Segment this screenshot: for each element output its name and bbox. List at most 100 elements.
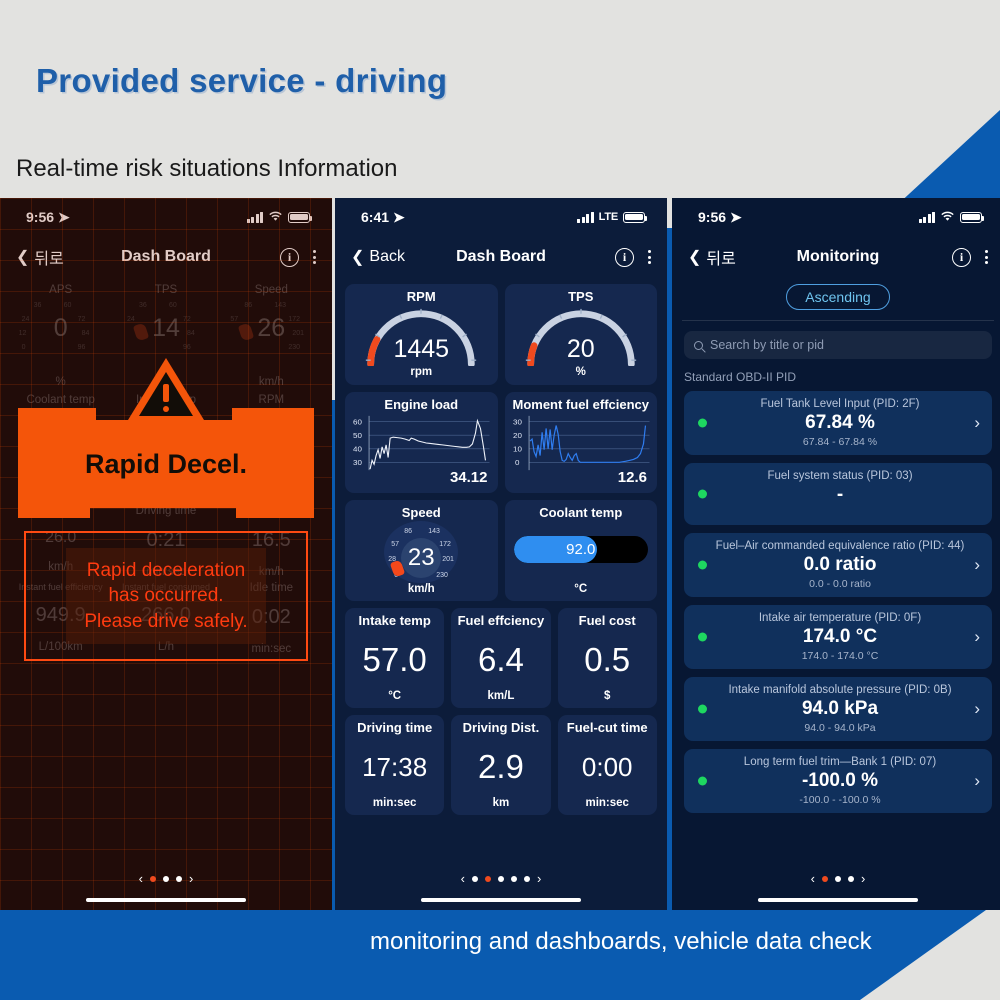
pid-title: Intake manifold absolute pressure (PID: …	[728, 684, 952, 696]
tile-driving-time[interactable]: Driving time 17:38 min:sec	[345, 715, 445, 815]
info-icon[interactable]: i	[615, 247, 634, 267]
page-indicator[interactable]: ‹ ›	[0, 871, 332, 892]
tile-engine-load-chart[interactable]: Engine load 60 50 40 30	[345, 392, 498, 493]
page-indicator[interactable]: ‹ ›	[335, 871, 667, 892]
tick: 172	[439, 541, 451, 548]
tick: 36	[33, 302, 42, 309]
pid-title: Fuel–Air commanded equivalence ratio (PI…	[715, 540, 965, 552]
list-item[interactable]: Long term fuel trim—Bank 1 (PID: 07) -10…	[684, 749, 992, 813]
phone-screenshot-dashboard: 6:41 ➤ LTE ❮ Back Dash Board i RPM	[335, 198, 667, 910]
tile-unit: km	[492, 797, 510, 809]
phone-screenshot-monitoring: 9:56 ➤ ❮ 뒤로 Monitoring i Ascending Searc…	[672, 198, 1000, 910]
tile-value: 0	[53, 314, 68, 342]
back-button[interactable]: ❮ 뒤로	[688, 245, 736, 269]
prev-page-icon[interactable]: ‹	[810, 871, 815, 886]
tile-label: Moment fuel effciency	[512, 397, 650, 412]
more-menu-icon[interactable]	[985, 250, 988, 264]
pid-title: Fuel Tank Level Input (PID: 2F)	[760, 398, 920, 410]
alert-banner: Rapid Decel.	[18, 420, 314, 508]
tile-unit: L/h	[157, 641, 174, 653]
pid-value: -	[836, 484, 844, 505]
next-page-icon[interactable]: ›	[861, 871, 866, 886]
tile-value: 57.0	[362, 641, 427, 678]
page-indicator[interactable]: ‹ ›	[672, 871, 1000, 892]
search-icon	[694, 340, 703, 350]
tile-label: Coolant temp	[26, 394, 95, 406]
back-button[interactable]: ❮ 뒤로	[16, 245, 64, 269]
search-field[interactable]: Search by title or pid	[684, 331, 992, 359]
tile-value: 6.4	[477, 641, 524, 678]
info-icon[interactable]: i	[280, 247, 299, 267]
tick: 36	[138, 302, 147, 309]
tile-intake-temp[interactable]: Intake temp 57.0 °C	[345, 608, 445, 708]
status-bar: 9:56 ➤	[0, 198, 332, 236]
tile-unit: %	[55, 376, 66, 388]
list-item[interactable]: Fuel–Air commanded equivalence ratio (PI…	[684, 533, 992, 597]
tick: 86	[404, 528, 413, 535]
next-page-icon[interactable]: ›	[537, 871, 542, 886]
tick: 96	[77, 344, 86, 351]
tile-moment-fuel-efficiency-chart[interactable]: Moment fuel effciency 30 20 10 0	[504, 392, 657, 493]
nav-bar: ❮ Back Dash Board i	[335, 236, 667, 278]
tile-unit: min:sec	[585, 797, 629, 809]
nav-bar: ❮ 뒤로 Monitoring i	[672, 236, 1000, 278]
chevron-right-icon: ›	[974, 627, 980, 646]
prev-page-icon[interactable]: ‹	[138, 871, 143, 886]
chevron-left-icon: ❮	[688, 249, 702, 266]
alert-accent-left-2	[18, 508, 90, 518]
list-item[interactable]: Intake manifold absolute pressure (PID: …	[684, 677, 992, 741]
tile-fuel-cut-time[interactable]: Fuel-cut time 0:00 min:sec	[557, 715, 657, 815]
tile-label: Fuel-cut time	[566, 720, 648, 735]
tick: 72	[182, 316, 191, 323]
coolant-temp-bar: 92.0	[513, 536, 648, 563]
back-button[interactable]: ❮ Back	[351, 247, 405, 267]
list-item[interactable]: Intake air temperature (PID: 0F) 174.0 °…	[684, 605, 992, 669]
rpm-gauge: 1445	[361, 306, 481, 366]
more-menu-icon[interactable]	[313, 250, 316, 264]
chevron-right-icon: ›	[974, 555, 980, 574]
tick: 12	[18, 330, 27, 337]
tile-label: TPS	[568, 289, 594, 304]
next-page-icon[interactable]: ›	[189, 871, 194, 886]
tile-fuel-cost[interactable]: Fuel cost 0.5 $	[557, 608, 657, 708]
svg-text:60: 60	[353, 418, 363, 427]
list-item[interactable]: Fuel system status (PID: 03) -	[684, 463, 992, 525]
tile-unit: km/L	[487, 690, 515, 702]
tile-speed[interactable]: Speed 86 143 57 172 28 201 0 230 23 km/h	[345, 500, 498, 601]
location-arrow-icon: ➤	[58, 208, 70, 225]
list-item[interactable]: Fuel Tank Level Input (PID: 2F) 67.84 % …	[684, 391, 992, 455]
tile-value: 14	[152, 314, 180, 342]
tile-tps[interactable]: TPS 20 %	[504, 284, 657, 385]
tile-fuel-efficiency[interactable]: Fuel effciency 6.4 km/L	[451, 608, 551, 708]
tick: 60	[63, 302, 72, 309]
more-menu-icon[interactable]	[648, 250, 651, 264]
tick: 0	[21, 344, 26, 351]
tile-value: 266.0	[140, 604, 192, 626]
tile-unit: min:sec	[251, 643, 292, 655]
svg-text:40: 40	[353, 445, 363, 454]
alert-message-box: Rapid deceleration has occurred. Please …	[24, 531, 308, 661]
tile-unit: L/100km	[38, 641, 83, 653]
battery-icon	[623, 211, 648, 223]
location-arrow-icon: ➤	[393, 208, 405, 225]
pid-title: Fuel system status (PID: 03)	[767, 470, 913, 482]
tile-label: Coolant temp	[539, 505, 623, 520]
info-icon[interactable]: i	[952, 247, 971, 267]
tile-driving-dist[interactable]: Driving Dist. 2.9 km	[451, 715, 551, 815]
pid-value: -100.0 %	[801, 770, 879, 791]
svg-text:50: 50	[353, 431, 363, 440]
battery-icon	[288, 211, 313, 223]
tile-unit: km/h	[258, 566, 284, 578]
alert-accent-left	[18, 408, 96, 422]
tile-coolant-temp[interactable]: Coolant temp 92.0 °C	[504, 500, 657, 601]
sort-order-button[interactable]: Ascending	[786, 284, 890, 310]
home-indicator	[86, 898, 246, 902]
status-badge	[698, 560, 707, 570]
dashboard-tiles: RPM 1445 rpm TPS	[335, 278, 667, 815]
prev-page-icon[interactable]: ‹	[460, 871, 465, 886]
tick: 143	[428, 528, 440, 535]
svg-text:30: 30	[353, 458, 363, 467]
svg-text:10: 10	[513, 445, 523, 454]
tile-speed: Speed 86 143 57 172 201 230 26 km/h	[223, 284, 320, 388]
tile-rpm[interactable]: RPM 1445 rpm	[345, 284, 498, 385]
